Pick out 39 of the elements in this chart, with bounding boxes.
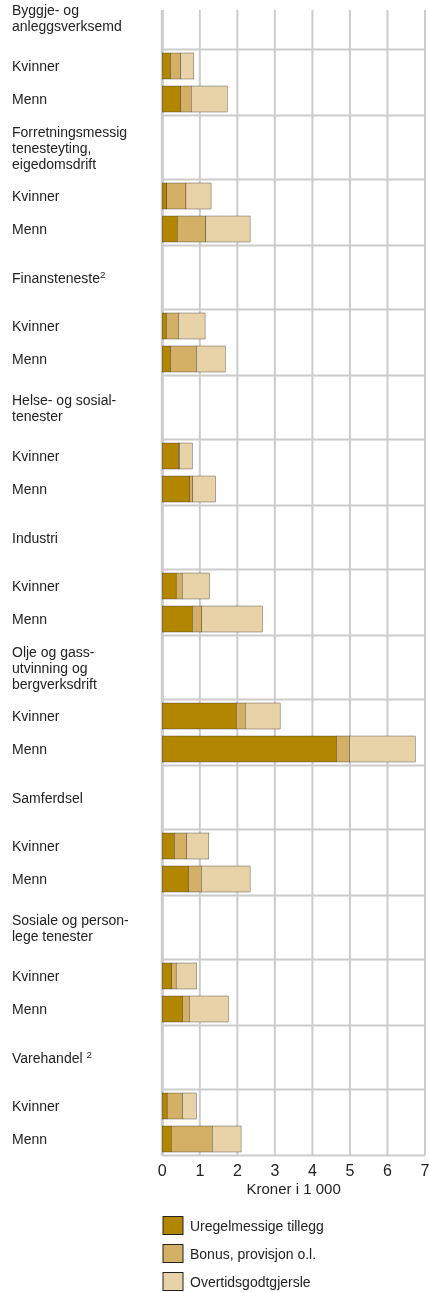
x-tick-label: 7	[420, 1161, 429, 1179]
x-tick-label: 3	[270, 1161, 280, 1179]
y-tick-label: Finansteneste$^{2}$	[12, 268, 106, 286]
y-tick-label: Samferdsel	[12, 789, 83, 806]
y-tick-label: Byggje- og anleggsverksemd	[12, 1, 122, 34]
y-tick-label: Menn	[12, 871, 48, 887]
y-tick-label: Kvinner	[12, 578, 60, 594]
y-tick-label: Menn	[12, 611, 48, 627]
y-tick-label: Sosiale og person- lege tenester	[12, 911, 130, 944]
legend-label: Overtidsgodtgjersle	[190, 1273, 311, 1290]
x-tick-label: 4	[307, 1161, 317, 1179]
y-tick-label: Kvinner	[12, 318, 60, 334]
y-tick-label: Industri	[12, 529, 58, 546]
x-tick-label: 0	[157, 1161, 167, 1179]
y-tick-label: Kvinner	[12, 968, 60, 984]
y-tick-label: Menn	[12, 351, 48, 367]
x-tick-label: 2	[232, 1161, 242, 1179]
y-tick-label: Kvinner	[12, 58, 60, 74]
y-tick-label: Menn	[12, 481, 48, 497]
legend-label: Bonus, provisjon o.l.	[190, 1245, 317, 1262]
y-tick-label: Forretningsmessig tenesteyting, eigedomsdrift	[12, 123, 128, 172]
y-tick-label: Kvinner	[12, 188, 60, 204]
y-tick-label: Menn	[12, 91, 48, 107]
x-tick-label: 6	[383, 1161, 393, 1179]
y-tick-label: Varehandel $^{2}$	[12, 1048, 92, 1066]
y-tick-label: Menn	[12, 221, 48, 237]
y-tick-label: Olje og gass- utvinning og bergverksdrift	[12, 643, 97, 692]
legend-label: Uregelmessige tillegg	[190, 1217, 324, 1234]
y-tick-label: Kvinner	[12, 708, 60, 724]
y-tick-label: Menn	[12, 1131, 48, 1147]
x-tick-label: 5	[345, 1161, 355, 1179]
x-axis-title: Kroner i 1 000	[246, 1179, 341, 1197]
y-tick-label: Helse- og sosial- tenester	[12, 391, 117, 424]
y-tick-label: Kvinner	[12, 838, 60, 854]
y-tick-label: Menn	[12, 741, 48, 757]
x-tick-label: 1	[195, 1161, 205, 1179]
y-tick-label: Menn	[12, 1001, 48, 1017]
y-tick-label: Kvinner	[12, 448, 60, 464]
y-tick-label: Kvinner	[12, 1098, 60, 1114]
